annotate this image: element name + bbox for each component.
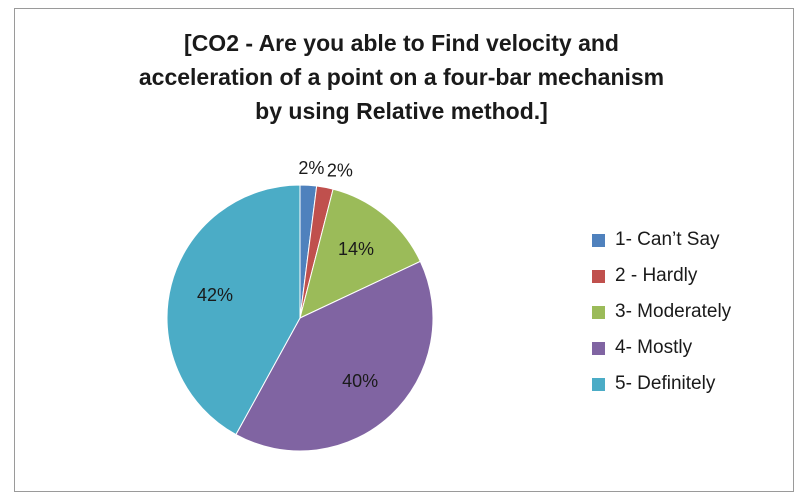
legend-swatch [592, 305, 605, 319]
legend-label: 4- Mostly [615, 337, 693, 358]
legend-item-mostly: 4- Mostly [592, 330, 731, 366]
chart-title-line-3: by using Relative method.] [255, 98, 548, 124]
pie-slices [166, 184, 434, 452]
legend-item-moderately: 3- Moderately [592, 294, 731, 330]
pie-slice-moderately [299, 188, 422, 319]
pie-data-labels: 2% 2% 14% 40% 42% [197, 158, 378, 391]
legend-label: 2 - Hardly [615, 265, 698, 286]
legend-item-cant-say: 1- Can’t Say [592, 222, 731, 258]
legend-label: 3- Moderately [615, 301, 732, 322]
legend-label: 1- Can’t Say [615, 229, 720, 250]
data-label-cant-say: 2% [298, 158, 324, 178]
pie-slice-mostly [235, 260, 434, 452]
legend-swatch [592, 341, 605, 355]
chart-title-line-2: acceleration of a point on a four-bar me… [138, 64, 665, 90]
legend-swatch [592, 269, 605, 283]
chart-title-line-1: [CO2 - Are you able to Find velocity and [184, 30, 619, 56]
legend-swatch [592, 233, 605, 247]
data-label-mostly: 40% [342, 371, 378, 391]
legend-item-definitely: 5- Definitely [592, 366, 731, 402]
chart-legend: 1- Can’t Say 2 - Hardly 3- Moderately 4-… [592, 222, 731, 402]
chart-title: [CO2 - Are you able to Find velocity and… [0, 26, 803, 128]
legend-item-hardly: 2 - Hardly [592, 258, 731, 294]
data-label-definitely: 42% [197, 285, 233, 305]
pie-slice-definitely [166, 184, 301, 436]
legend-swatch [592, 377, 605, 391]
data-label-hardly: 2% [327, 160, 353, 180]
data-label-moderately: 14% [338, 239, 374, 259]
legend-label: 5- Definitely [615, 373, 716, 394]
